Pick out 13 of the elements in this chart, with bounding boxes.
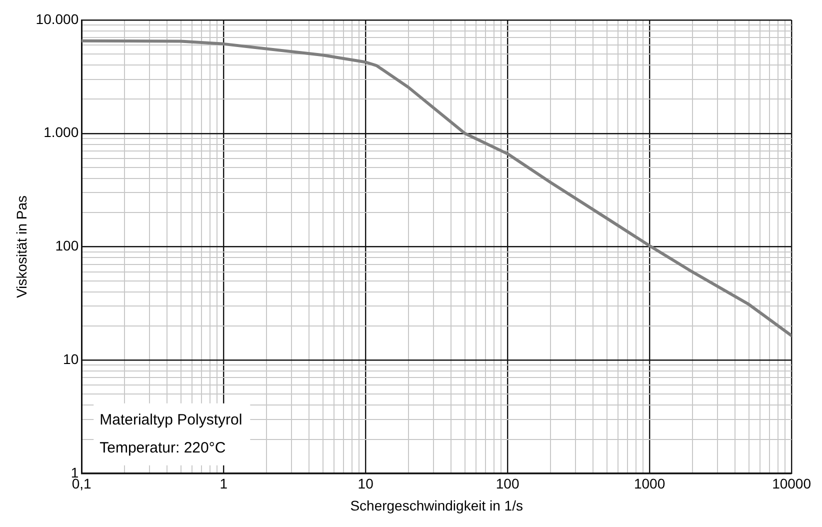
- annotation: Temperatur: 220°C: [100, 440, 226, 457]
- y-tick-label: 10: [63, 350, 79, 367]
- x-tick-label: 10: [358, 476, 374, 492]
- x-axis-title: Schergeschwindigkeit in 1/s: [350, 497, 523, 514]
- y-axis-title: Viskosität in Pas: [13, 195, 30, 298]
- y-tick-label: 1.000: [44, 124, 79, 140]
- y-tick-label: 10.000: [36, 10, 79, 27]
- x-tick-label: 1000: [634, 476, 666, 492]
- y-tick-label: 100: [55, 238, 79, 254]
- x-tick-label: 100: [496, 476, 520, 492]
- annotation: Materialtyp Polystyrol: [100, 412, 242, 429]
- x-tick-label: 1: [220, 476, 228, 492]
- x-tick-label: 10000: [772, 476, 812, 492]
